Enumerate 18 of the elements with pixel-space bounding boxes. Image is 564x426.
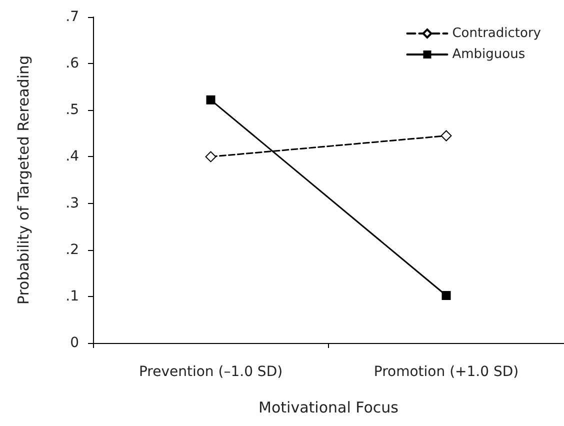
y-tick-label: .4 xyxy=(66,148,80,165)
y-tick-label: .1 xyxy=(66,288,79,304)
legend-label: Contradictory xyxy=(452,26,542,41)
y-tick-label: .6 xyxy=(66,56,80,72)
x-tick-label: Promotion (+1.0 SD) xyxy=(374,364,519,380)
x-axis-title: Motivational Focus xyxy=(258,398,399,416)
legend-label: Ambiguous xyxy=(452,47,526,62)
y-tick-label: 0 xyxy=(70,335,79,351)
y-tick-label: .5 xyxy=(66,102,79,118)
point xyxy=(206,95,216,104)
y-axis-title: Probability of Targeted Rereading xyxy=(14,55,32,305)
y-tick-label: .7 xyxy=(66,9,79,25)
point xyxy=(440,130,452,142)
x-tick-label: Prevention (–1.0 SD) xyxy=(138,364,283,380)
point xyxy=(442,290,451,300)
point xyxy=(205,151,216,162)
y-tick-label: .3 xyxy=(66,195,79,212)
y-tick-label: .2 xyxy=(66,242,79,258)
